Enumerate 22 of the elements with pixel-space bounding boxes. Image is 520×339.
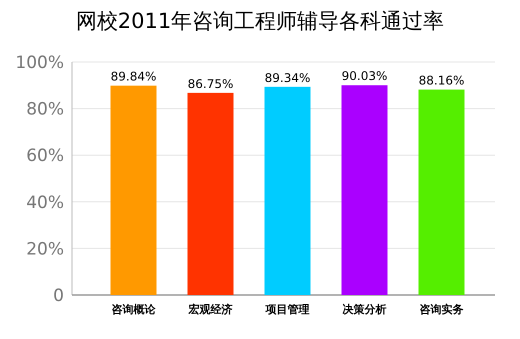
data-label: 88.16% xyxy=(418,74,464,88)
bar xyxy=(110,86,156,295)
x-tick-label: 项目管理 xyxy=(264,303,310,316)
y-tick-label: 60% xyxy=(26,146,64,166)
bar xyxy=(342,85,388,295)
x-tick-label: 咨询实务 xyxy=(420,303,464,316)
data-label: 89.34% xyxy=(264,70,310,85)
x-tick-label: 决策分析 xyxy=(342,303,386,316)
data-label: 86.75% xyxy=(188,76,234,91)
y-tick-label: 0 xyxy=(53,286,64,306)
bar xyxy=(188,92,234,295)
bar xyxy=(264,86,310,295)
y-tick-label: 20% xyxy=(26,239,64,260)
bar xyxy=(418,90,464,295)
x-tick-label: 宏观经济 xyxy=(188,303,232,316)
y-tick-label: 100% xyxy=(15,53,64,73)
y-tick-label: 40% xyxy=(26,192,64,213)
data-label: 90.03% xyxy=(342,69,388,84)
chart-title: 网校2011年咨询工程师辅导各科通过率 xyxy=(76,9,444,33)
x-tick-label: 咨询概论 xyxy=(112,303,156,316)
y-tick-label: 80% xyxy=(26,100,64,120)
data-label: 89.84% xyxy=(110,70,156,84)
